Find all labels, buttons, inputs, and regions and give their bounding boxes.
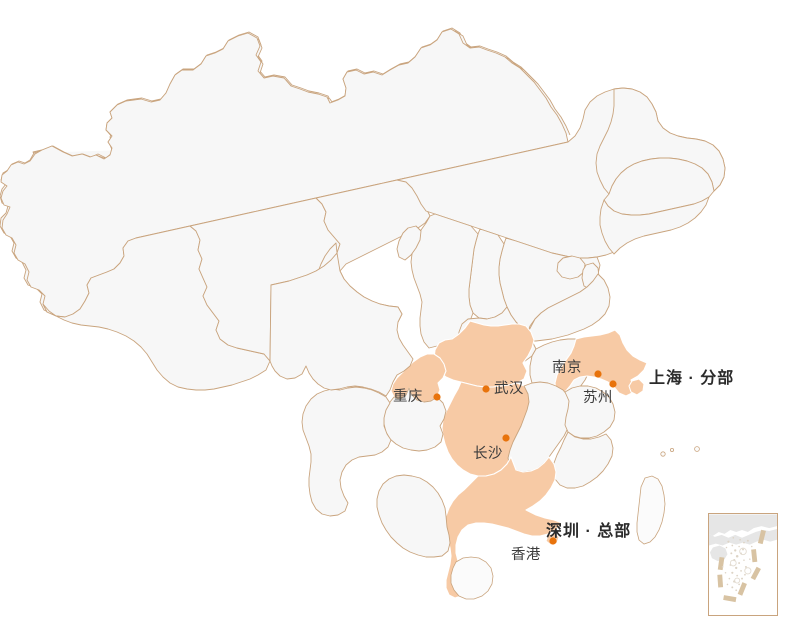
- inset-map-svg: [709, 514, 777, 603]
- province-layer: [0, 27, 726, 600]
- inset-reef-7: [723, 595, 737, 603]
- city-label-nanjing[interactable]: 南京: [552, 360, 582, 376]
- islet-small-2: [670, 447, 675, 452]
- yunnan[interactable]: [301, 386, 392, 517]
- city-label-hongkong[interactable]: 香港: [511, 547, 541, 563]
- guangxi[interactable]: [376, 474, 451, 558]
- islet-small-3: [694, 446, 700, 452]
- shanghai-highlighted[interactable]: [628, 378, 645, 396]
- guangdong-highlighted[interactable]: [444, 456, 563, 599]
- city-marker-dots: [433, 370, 617, 545]
- inset-reef-2: [751, 549, 758, 563]
- office-label-shenzhen-headquarters[interactable]: 深圳 · 总部: [546, 523, 632, 540]
- city-dot-hongkong[interactable]: [549, 537, 557, 545]
- beijing[interactable]: [556, 255, 586, 280]
- city-dot-chongqing[interactable]: [433, 393, 441, 401]
- liaoning[interactable]: [599, 196, 710, 255]
- fujian[interactable]: [552, 431, 614, 489]
- city-dot-nanjing[interactable]: [594, 370, 602, 378]
- south-china-sea-inset[interactable]: [708, 513, 778, 616]
- inset-islet-cluster: [721, 537, 753, 592]
- inset-mainland: [709, 514, 777, 536]
- city-label-chongqing[interactable]: 重庆: [393, 389, 423, 405]
- sichuan[interactable]: [269, 252, 414, 397]
- zhejiang[interactable]: [564, 385, 616, 439]
- city-dot-wuhan[interactable]: [482, 385, 490, 393]
- islet-small-1: [660, 451, 666, 457]
- city-dot-changsha[interactable]: [502, 434, 510, 442]
- inset-reef-6: [737, 582, 747, 596]
- city-label-changsha[interactable]: 长沙: [473, 446, 503, 462]
- city-dot-suzhou[interactable]: [609, 380, 617, 388]
- inset-coast-upper: [709, 529, 777, 546]
- ningxia[interactable]: [396, 225, 422, 261]
- taiwan-island[interactable]: [636, 475, 666, 545]
- city-label-wuhan[interactable]: 武汉: [494, 381, 524, 397]
- inset-reef-4: [750, 566, 761, 581]
- inset-island-large: [709, 545, 728, 562]
- hainan-island[interactable]: [450, 556, 494, 600]
- inset-reef-1: [757, 529, 766, 545]
- inset-reef-5: [717, 574, 724, 588]
- office-label-shanghai-branch[interactable]: 上海 · 分部: [649, 370, 735, 387]
- inset-reef-rings: [729, 547, 752, 584]
- city-label-suzhou[interactable]: 苏州: [583, 390, 613, 406]
- jiangsu-highlighted[interactable]: [554, 329, 648, 398]
- shandong[interactable]: [526, 273, 611, 342]
